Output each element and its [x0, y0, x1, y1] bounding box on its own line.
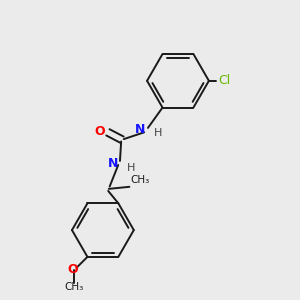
Text: Cl: Cl	[218, 74, 230, 87]
Text: H: H	[154, 128, 162, 138]
Text: H: H	[127, 163, 136, 173]
Text: CH₃: CH₃	[131, 175, 150, 185]
Text: O: O	[94, 125, 105, 138]
Text: CH₃: CH₃	[64, 282, 83, 292]
Text: O: O	[68, 263, 78, 276]
Text: N: N	[108, 157, 119, 170]
Text: N: N	[135, 124, 145, 136]
